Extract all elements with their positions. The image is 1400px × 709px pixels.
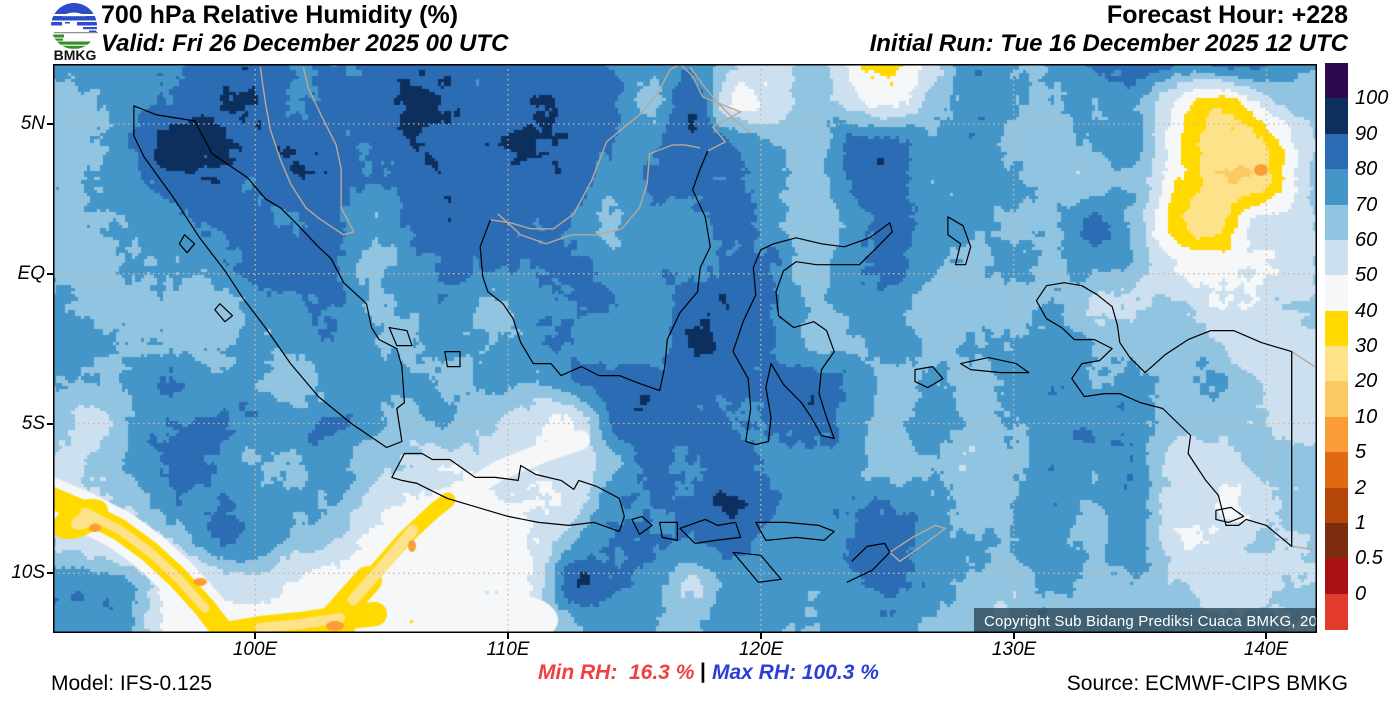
svg-text:BMKG: BMKG [54, 47, 97, 61]
svg-text:Copyright Sub Bidang Prediksi: Copyright Sub Bidang Prediksi Cuaca BMKG… [984, 613, 1317, 630]
